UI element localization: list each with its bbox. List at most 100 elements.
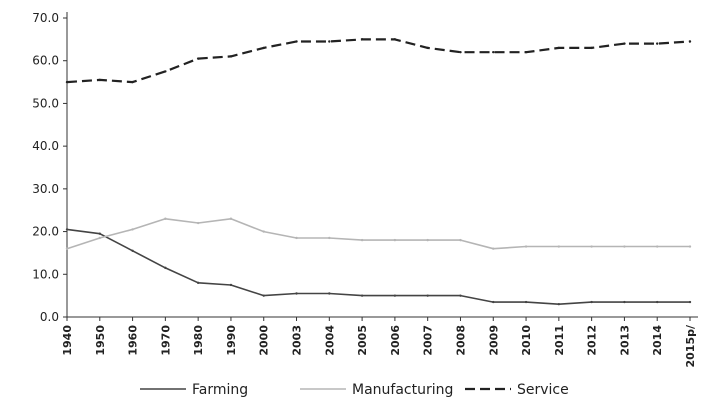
data-point — [393, 238, 397, 242]
data-point — [262, 46, 265, 50]
data-point — [131, 249, 134, 252]
data-point — [65, 80, 69, 84]
data-point — [557, 245, 561, 248]
data-point — [524, 50, 528, 54]
data-point — [623, 300, 626, 304]
chart-legend: Farming Manufacturing Service — [140, 382, 569, 398]
data-point — [229, 55, 233, 58]
data-point — [360, 238, 364, 242]
data-point — [328, 236, 331, 240]
data-point — [688, 300, 692, 304]
chart-axes — [66, 12, 698, 318]
x-tick-label: 2014 — [651, 325, 664, 356]
x-tick-label: 1940 — [61, 325, 74, 356]
x-tick-label: 2005 — [356, 325, 369, 356]
data-point — [196, 221, 200, 225]
data-point — [688, 40, 692, 43]
data-point — [656, 300, 659, 304]
y-tick-label: 60.0 — [32, 54, 59, 68]
data-point — [131, 80, 134, 84]
data-point — [656, 42, 659, 45]
data-point — [360, 38, 364, 41]
x-tick-label: 2009 — [487, 325, 500, 356]
data-point — [196, 281, 200, 285]
data-point — [459, 294, 462, 297]
data-point — [557, 46, 561, 50]
data-point — [492, 300, 495, 304]
x-tick-label: 1950 — [94, 325, 107, 356]
data-point — [524, 300, 528, 304]
data-point — [328, 292, 331, 295]
legend-item-manufacturing: Manufacturing — [300, 382, 453, 398]
data-point — [590, 46, 593, 50]
y-tick-label: 30.0 — [32, 182, 59, 196]
x-tick-label: 2004 — [323, 325, 336, 356]
data-point — [492, 247, 495, 250]
data-point — [656, 245, 659, 248]
data-point — [229, 283, 233, 287]
x-tick-label: 2003 — [291, 325, 304, 356]
data-point — [459, 238, 462, 242]
x-axis-ticks: 1940 1950 1960 1970 1980 1990 2000 2003 2004 2005… — [61, 317, 697, 368]
data-point — [164, 70, 167, 73]
data-point — [426, 46, 429, 50]
data-point — [623, 42, 626, 45]
data-point — [623, 245, 626, 248]
data-point — [98, 78, 101, 82]
legend-label: Farming — [192, 382, 248, 398]
y-tick-label: 70.0 — [32, 11, 59, 25]
y-tick-label: 40.0 — [32, 139, 59, 153]
data-point — [98, 236, 101, 240]
data-point — [328, 40, 331, 43]
y-tick-label: 50.0 — [32, 96, 59, 110]
x-tick-label: 2011 — [553, 325, 566, 356]
series-lines — [65, 38, 692, 306]
series-line-farming — [66, 228, 690, 306]
data-point — [229, 217, 233, 220]
y-tick-label: 0.0 — [40, 310, 59, 324]
data-point — [590, 245, 593, 248]
legend-label: Manufacturing — [352, 382, 453, 398]
data-point — [524, 245, 528, 248]
data-point — [262, 230, 265, 233]
data-point — [295, 40, 298, 43]
x-tick-label: 1990 — [225, 325, 238, 356]
data-point — [295, 236, 298, 240]
x-tick-label: 2000 — [258, 325, 271, 356]
data-point — [492, 50, 495, 54]
x-tick-label: 1960 — [127, 325, 140, 356]
x-tick-label: 2006 — [389, 325, 402, 356]
data-point — [164, 266, 167, 270]
data-point — [426, 238, 429, 242]
x-tick-label: 2010 — [520, 325, 533, 356]
data-point — [164, 217, 167, 220]
data-point — [65, 247, 69, 250]
data-point — [590, 300, 593, 304]
legend-label: Service — [517, 382, 569, 398]
legend-item-service: Service — [465, 382, 569, 398]
data-point — [393, 294, 397, 297]
x-tick-label: 2008 — [454, 325, 467, 356]
x-tick-label: 2015p/ — [684, 324, 697, 367]
x-tick-label: 2012 — [586, 325, 599, 356]
data-point — [65, 228, 69, 231]
y-tick-label: 10.0 — [32, 267, 59, 281]
x-tick-label: 1980 — [192, 325, 205, 356]
data-point — [98, 232, 101, 235]
data-point — [131, 228, 134, 231]
data-point — [196, 57, 200, 60]
x-tick-label: 2007 — [422, 325, 435, 356]
data-point — [295, 292, 298, 295]
series-line-manufacturing — [66, 218, 690, 250]
x-tick-label: 2013 — [618, 325, 631, 356]
data-point — [688, 245, 692, 248]
y-tick-label: 20.0 — [32, 225, 59, 239]
series-line-service — [66, 38, 691, 84]
data-point — [262, 294, 265, 297]
data-point — [360, 294, 364, 297]
legend-item-farming: Farming — [140, 382, 248, 398]
data-point — [393, 38, 397, 41]
data-point — [459, 50, 462, 54]
data-point — [426, 294, 429, 297]
